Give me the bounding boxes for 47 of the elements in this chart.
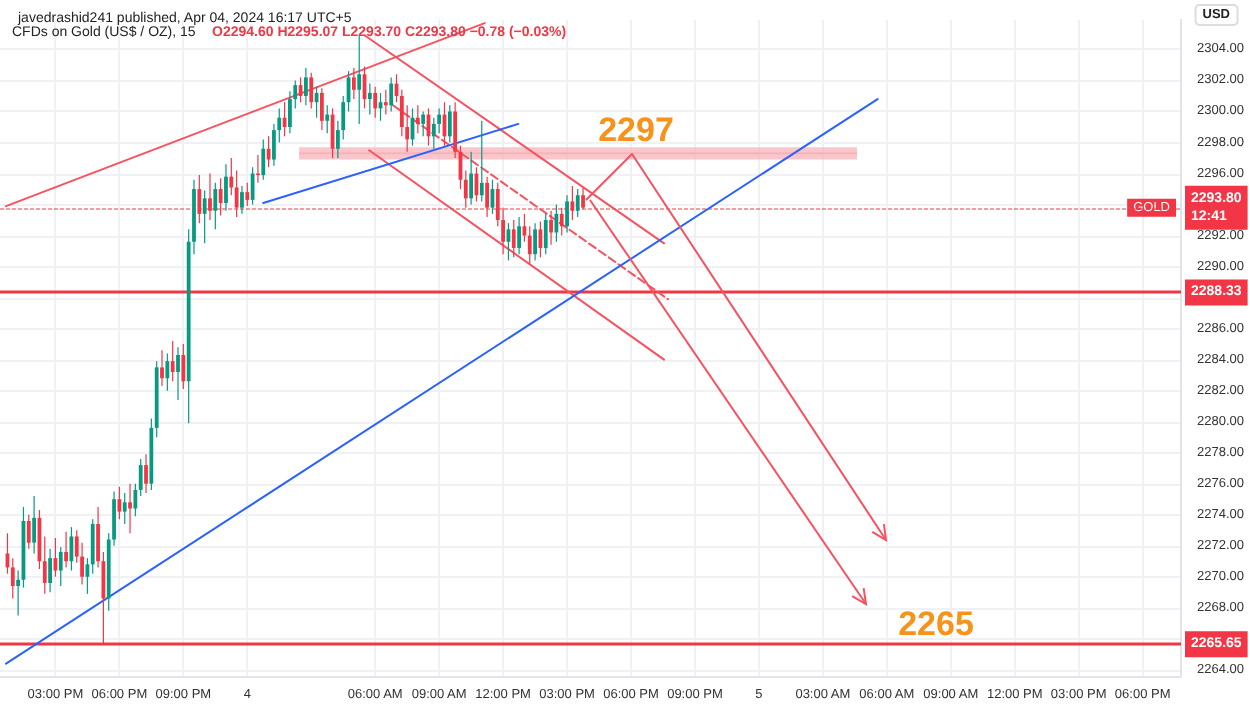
candlestick <box>533 222 537 261</box>
candlestick <box>554 203 559 243</box>
annotation: 2265 <box>898 605 974 643</box>
candlestick <box>250 166 255 206</box>
candlestick <box>160 349 164 387</box>
candlestick <box>357 34 362 125</box>
candlestick <box>170 340 175 382</box>
candlestick <box>165 352 170 392</box>
candlestick <box>176 346 180 401</box>
candlestick <box>389 76 394 113</box>
candlestick <box>517 216 521 255</box>
candlestick <box>351 67 356 100</box>
candlestick <box>415 104 420 134</box>
candlestick <box>479 120 484 203</box>
candlestick <box>213 182 218 230</box>
candlestick <box>367 82 372 116</box>
candlestick <box>26 514 31 550</box>
candlestick <box>181 343 186 390</box>
candlestick <box>325 104 330 134</box>
candlestick <box>266 135 271 168</box>
candlestick <box>261 138 266 181</box>
candlestick <box>304 67 308 106</box>
candlestick <box>64 531 68 569</box>
candlestick <box>32 495 37 555</box>
candlestick <box>421 110 426 137</box>
candlestick <box>122 492 127 525</box>
candlestick <box>144 453 148 494</box>
candlestick <box>570 185 575 221</box>
candlestick <box>58 546 63 587</box>
candlestick <box>202 189 207 244</box>
candlestick <box>373 86 378 119</box>
candlestick <box>469 151 474 206</box>
candlestick <box>447 104 452 144</box>
candlestick <box>320 87 324 131</box>
candlestick <box>565 194 569 234</box>
candlestick <box>240 185 244 215</box>
annotation: 2297 <box>598 111 674 149</box>
candlestick <box>117 486 122 520</box>
candlestick <box>575 188 580 218</box>
candlestick <box>224 163 228 212</box>
candlestick <box>309 72 314 109</box>
candlestick <box>128 483 132 534</box>
candlestick <box>543 213 548 255</box>
candlestick <box>383 89 388 116</box>
candlestick <box>511 219 516 258</box>
candlestick <box>549 210 553 246</box>
candlestick <box>48 548 52 593</box>
